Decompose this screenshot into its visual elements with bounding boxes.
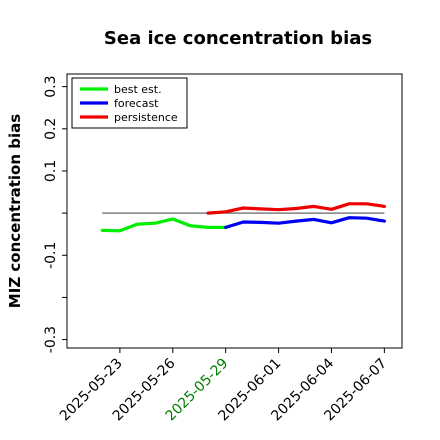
y-axis-ticks: 0.3 0.2 0.1 -0.1 -0.3 bbox=[43, 76, 67, 353]
plot-marks bbox=[100, 202, 386, 233]
y-tick-label: 0.1 bbox=[43, 160, 59, 182]
y-tick-label: -0.3 bbox=[43, 326, 59, 353]
legend-label: forecast bbox=[114, 97, 159, 110]
y-tick-label: 0.2 bbox=[43, 118, 59, 140]
y-tick-label: -0.1 bbox=[43, 242, 59, 269]
legend-label: best est. bbox=[114, 83, 162, 96]
y-tick-label: 0.3 bbox=[43, 76, 59, 98]
y-axis-label: MIZ concentration bias bbox=[6, 114, 24, 308]
chart-title: Sea ice concentration bias bbox=[104, 28, 372, 49]
legend-label: persistence bbox=[114, 111, 178, 124]
series-line-best-est bbox=[100, 217, 228, 233]
series-line-forecast bbox=[224, 216, 386, 229]
series-line-persistence bbox=[206, 202, 386, 215]
plot-area-frame bbox=[66, 73, 403, 349]
x-axis-ticks: 2025-05-232025-05-262025-05-292025-06-01… bbox=[57, 348, 390, 424]
